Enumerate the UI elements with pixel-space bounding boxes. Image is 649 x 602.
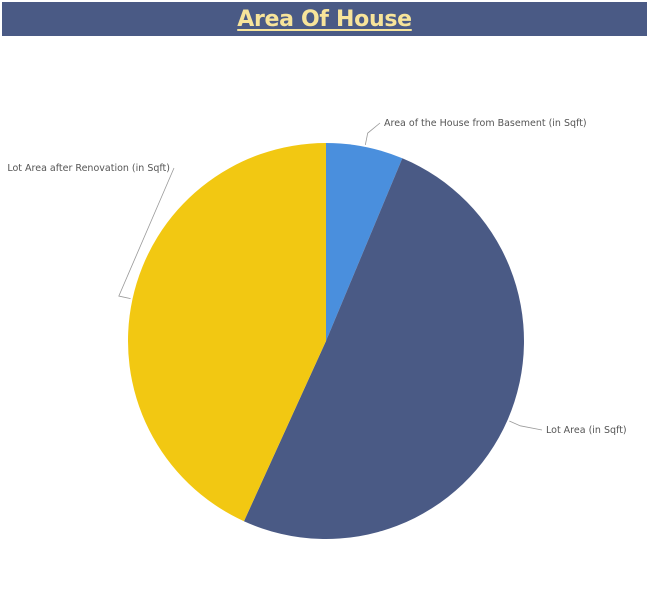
leader-lines bbox=[118, 122, 543, 431]
leader-line bbox=[118, 167, 175, 299]
pie-slices bbox=[127, 143, 524, 539]
pie-slice bbox=[127, 143, 327, 522]
slice-label: Lot Area after Renovation (in Sqft) bbox=[7, 163, 170, 174]
leader-line bbox=[509, 420, 543, 431]
slice-labels: Area of the House from Basement (in Sqft… bbox=[7, 118, 626, 436]
slice-label: Lot Area (in Sqft) bbox=[546, 425, 627, 436]
pie-slice bbox=[243, 158, 524, 539]
chart-title: Area Of House bbox=[237, 6, 412, 32]
leader-line bbox=[364, 122, 381, 145]
pie-slice bbox=[326, 143, 403, 341]
slice-label: Area of the House from Basement (in Sqft… bbox=[384, 118, 587, 129]
title-bar: Area Of House bbox=[2, 2, 647, 36]
